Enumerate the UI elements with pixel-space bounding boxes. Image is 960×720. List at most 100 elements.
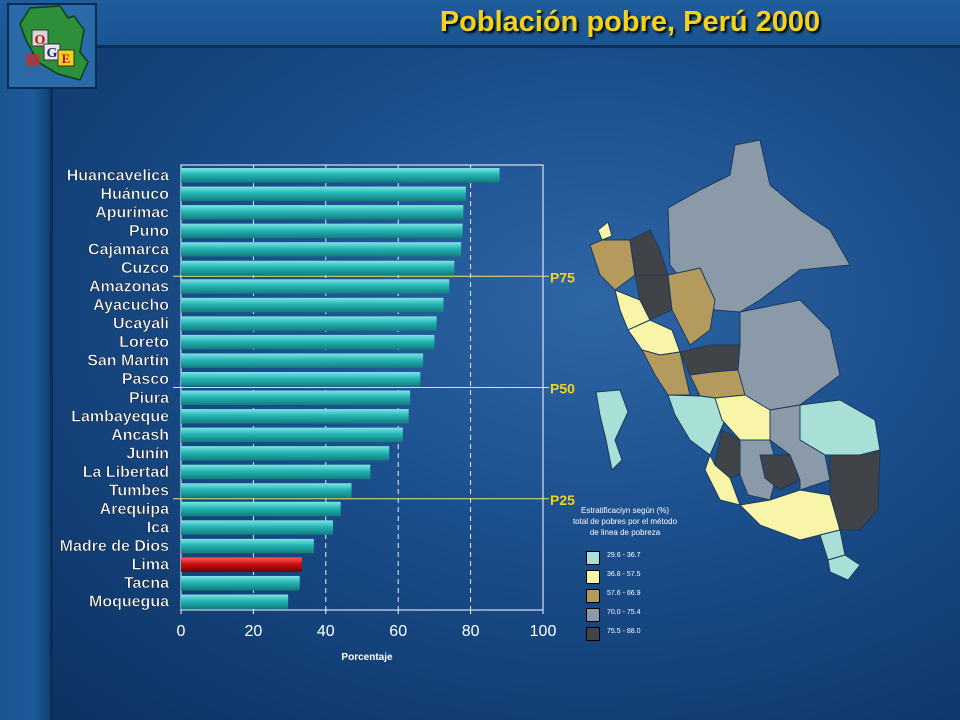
map-legend-item: 36.8 - 57.5 [586, 570, 706, 585]
category-label: Cuzco [121, 260, 169, 277]
category-label: Arequipa [100, 501, 169, 518]
map-region-tumbes [597, 221, 613, 241]
svg-text:E: E [62, 51, 71, 66]
top-decorative-band [0, 0, 960, 45]
x-tick-label: 60 [389, 623, 407, 640]
peru-poverty-map [589, 139, 881, 581]
map-region-lima [667, 394, 726, 456]
bar [181, 427, 403, 443]
category-label: Ancash [111, 427, 169, 444]
bar [181, 279, 450, 294]
oge-logo-peru-map-icon: O G E [7, 3, 97, 89]
map-region-apurimac [759, 454, 801, 491]
category-label: Madre de Dios [60, 538, 169, 555]
bar [181, 168, 500, 183]
map-legend-item: 29.6 - 36.7 [586, 551, 706, 566]
map-legend-item: 57.6 - 66.9 [586, 589, 706, 604]
bar [181, 316, 437, 331]
category-label: Pasco [122, 371, 169, 388]
svg-text:O: O [35, 33, 46, 48]
category-label: Junín [126, 445, 169, 462]
x-tick-label: 80 [462, 623, 480, 640]
bar [181, 538, 314, 554]
percentile-label: P50 [550, 381, 575, 397]
legend-swatch [586, 608, 600, 622]
legend-swatch [586, 570, 600, 584]
category-label: Ayacucho [93, 297, 169, 314]
legend-swatch [586, 589, 600, 603]
category-label: La Libertad [83, 464, 169, 481]
map-region-ucayali [737, 299, 841, 411]
legend-swatch [586, 627, 600, 641]
bar [181, 260, 455, 276]
legend-label: 29.6 - 36.7 [607, 552, 641, 559]
category-label: Tumbes [109, 482, 169, 499]
bar [181, 242, 462, 257]
category-label: Huánuco [101, 186, 170, 203]
page-title: Población pobre, Perú 2000 [439, 6, 821, 38]
legend-swatch [586, 551, 600, 565]
top-band-shadow [50, 45, 960, 48]
category-label: Cajamarca [88, 241, 169, 258]
map-region-arequipa [738, 489, 841, 541]
left-decorative-band [0, 0, 50, 720]
map-region-cajamarca [634, 274, 673, 321]
map-region-tacna [827, 554, 861, 581]
map-legend-item: 70.0 - 75.4 [586, 608, 706, 623]
category-label: Lambayeque [71, 408, 169, 425]
left-band-shadow [50, 0, 53, 720]
category-label: Apurímac [95, 204, 169, 221]
bar [181, 501, 341, 517]
svg-text:G: G [47, 46, 58, 61]
map-region-cuzco [769, 404, 831, 491]
bar [181, 575, 300, 591]
map-legend-title-line-2: total de pobres por el método [572, 517, 678, 526]
x-tick-label: 100 [530, 623, 557, 640]
map-region-moquegua [819, 529, 846, 561]
bar [181, 223, 463, 239]
map-region-san-martin [667, 267, 716, 346]
bar [181, 446, 390, 461]
map-region-pasco [689, 369, 746, 399]
category-label: Huancavelica [67, 167, 169, 184]
x-tick-label: 20 [245, 623, 263, 640]
percentile-label: P75 [550, 269, 575, 285]
x-tick-label: 0 [177, 623, 186, 640]
legend-label: 75.5 - 88.0 [607, 628, 641, 635]
bar [181, 409, 409, 424]
bar [181, 557, 302, 572]
category-label: Ucayali [113, 316, 169, 333]
x-tick-label: 40 [317, 623, 335, 640]
category-label: Moquegua [89, 594, 169, 611]
bar [181, 205, 464, 220]
bar [181, 371, 421, 387]
map-region-piura [589, 239, 636, 291]
bar [181, 297, 444, 313]
x-axis-label: Porcentaje [341, 652, 393, 663]
bar [181, 186, 466, 202]
category-label: Puno [129, 223, 169, 240]
bar [181, 594, 289, 609]
category-label: Piura [129, 390, 169, 407]
category-label: Amazonas [89, 279, 169, 296]
category-label: San Martín [87, 353, 169, 370]
category-label: Ica [147, 520, 169, 537]
category-label: Lima [132, 557, 169, 574]
bar [181, 390, 411, 406]
legend-label: 70.0 - 75.4 [607, 609, 641, 616]
bar [181, 334, 435, 350]
bar [181, 520, 334, 535]
map-legend-item: 75.5 - 88.0 [586, 627, 706, 642]
category-label: Tacna [124, 575, 169, 592]
map-legend: Estratificaciyn según (%) total de pobre… [540, 505, 740, 641]
percentile-label: P25 [550, 492, 575, 508]
legend-label: 36.8 - 57.5 [607, 571, 641, 578]
category-label: Loreto [119, 334, 169, 351]
bar [181, 483, 352, 498]
bar [181, 464, 371, 480]
map-legend-title-line-3: de linea de pobreza [589, 528, 661, 537]
legend-label: 57.6 - 66.9 [607, 590, 641, 597]
map-region-ancash [641, 349, 691, 396]
bar [181, 353, 424, 368]
